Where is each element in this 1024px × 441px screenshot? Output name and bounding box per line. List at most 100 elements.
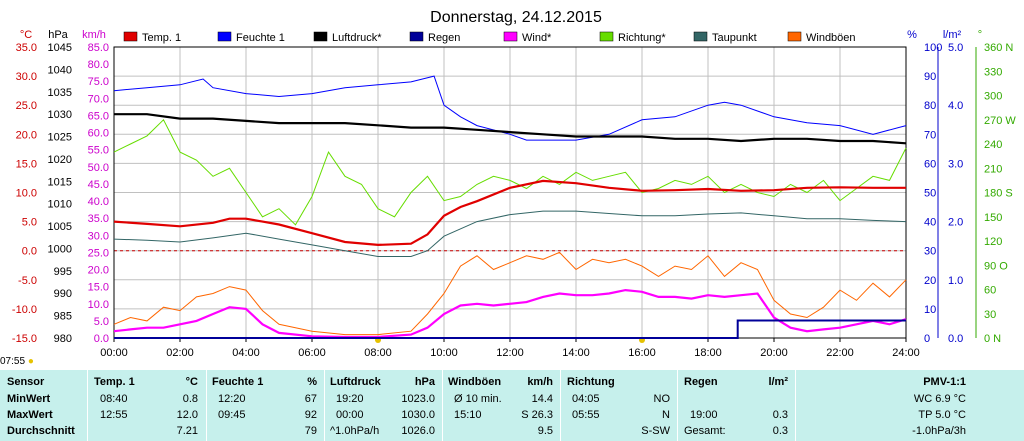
x-tick-label: 12:00 bbox=[496, 347, 524, 359]
header-luftdruck: Luftdruck bbox=[330, 376, 381, 388]
series-line bbox=[114, 319, 906, 339]
row-label-max: MaxWert bbox=[7, 409, 53, 421]
y-right-tick-label: 10 bbox=[924, 304, 936, 316]
legend-label: Wind* bbox=[522, 32, 552, 44]
y-left-tick-label: 55.0 bbox=[88, 145, 109, 157]
pmv-dewpoint: TP 5.0 °C bbox=[918, 409, 966, 421]
y-right-tick-label: 300 bbox=[984, 91, 1002, 103]
series-line bbox=[113, 118, 907, 226]
y-left-unit-label: hPa bbox=[48, 29, 68, 41]
y-right-tick-label: 360 N bbox=[984, 42, 1013, 54]
y-left-tick-label: 15.0 bbox=[16, 158, 37, 170]
legend-swatch bbox=[123, 31, 138, 42]
legend-label: Temp. 1 bbox=[142, 32, 181, 44]
legend-label: Windböen bbox=[806, 32, 856, 44]
x-tick-label: 20:00 bbox=[760, 347, 788, 359]
y-right-tick-label: 0 bbox=[924, 333, 930, 345]
luftdruck-min-time: 19:20 bbox=[336, 393, 364, 405]
y-right-tick-label: 4.0 bbox=[948, 100, 963, 112]
y-right-unit-label: % bbox=[907, 29, 917, 41]
y-left-tick-label: 5.0 bbox=[94, 316, 109, 328]
y-left-tick-label: 70.0 bbox=[88, 93, 109, 105]
y-right-tick-label: 80 bbox=[924, 100, 936, 112]
richtung-min-value: NO bbox=[653, 393, 671, 405]
temp-avg-value: 7.21 bbox=[176, 425, 198, 437]
windboen-min-label: Ø 10 min. bbox=[454, 393, 502, 405]
legend-swatch bbox=[313, 31, 328, 42]
y-left-tick-label: 25.0 bbox=[88, 247, 109, 259]
header-sensor: Sensor bbox=[7, 376, 45, 388]
x-tick-label: 22:00 bbox=[826, 347, 854, 359]
x-tick-label: 08:00 bbox=[364, 347, 392, 359]
y-left-tick-label: 35.0 bbox=[16, 42, 37, 54]
y-left-tick-label: 35.0 bbox=[88, 213, 109, 225]
y-right-tick-label: 20 bbox=[924, 275, 936, 287]
series-line bbox=[113, 288, 907, 339]
header-richtung: Richtung bbox=[567, 376, 615, 388]
chart-title: Donnerstag, 24.12.2015 bbox=[430, 9, 602, 26]
header-windboen-unit: km/h bbox=[527, 376, 553, 388]
x-tick-labels: 00:00 02:00 04:00 06:00 08:00 10:00 12:00 14:00… bbox=[100, 347, 920, 359]
temp-min-time: 08:40 bbox=[100, 393, 128, 405]
feuchte-max-value: 92 bbox=[304, 409, 317, 421]
windboen-min-value: 14.4 bbox=[531, 393, 553, 405]
y-left-tick-label: 50.0 bbox=[88, 162, 109, 174]
y-right-tick-label: 150 bbox=[984, 212, 1002, 224]
temp-min-value: 0.8 bbox=[182, 393, 198, 405]
feuchte-min-value: 67 bbox=[304, 393, 317, 405]
axes: 35.0 30.0 25.0 20.0 15.0 10.0 5.0 0.0 -5.0 -10.0 -… bbox=[12, 42, 1016, 345]
statistics-panel: Sensor MinWert MaxWert Durchschnitt Temp… bbox=[0, 370, 1024, 441]
y-right-tick-label: 120 bbox=[984, 236, 1002, 248]
y-left-tick-label: 75.0 bbox=[88, 76, 109, 88]
y-left-tick-label: 980 bbox=[54, 333, 72, 345]
legend-swatch bbox=[409, 31, 424, 42]
row-label-min: MinWert bbox=[7, 393, 51, 405]
y-left-tick-label: 65.0 bbox=[88, 110, 109, 122]
y-left-tick-label: 1030 bbox=[48, 109, 72, 121]
y-right-unit-label: l/m² bbox=[943, 29, 962, 41]
y-right-tick-label: 60 bbox=[984, 285, 996, 297]
time-marker-label: 07:55 bbox=[0, 356, 26, 367]
luftdruck-max-value: 1030.0 bbox=[401, 409, 435, 421]
legend-label: Regen bbox=[428, 32, 460, 44]
series-line bbox=[113, 210, 907, 257]
feuchte-avg-value: 79 bbox=[304, 425, 317, 437]
feuchte-min-time: 12:20 bbox=[218, 393, 246, 405]
y-right-tick-label: 0 N bbox=[984, 333, 1001, 345]
y-left-tick-label: -15.0 bbox=[12, 333, 37, 345]
y-left-tick-label: 1045 bbox=[48, 42, 72, 54]
x-tick-label: 06:00 bbox=[298, 347, 326, 359]
y-right-tick-label: 330 bbox=[984, 66, 1002, 78]
y-right-tick-label: 240 bbox=[984, 139, 1002, 151]
axis-unit-labels: °C hPa km/h% l/m² ° bbox=[20, 29, 982, 41]
y-left-tick-label: 1005 bbox=[48, 221, 72, 233]
y-right-tick-label: 90 bbox=[924, 71, 936, 83]
legend-label: Feuchte 1 bbox=[236, 32, 285, 44]
y-left-tick-label: 5.0 bbox=[22, 217, 37, 229]
y-right-tick-label: 0.0 bbox=[948, 333, 963, 345]
richtung-max-value: N bbox=[662, 409, 670, 421]
y-right-tick-label: 90 O bbox=[984, 260, 1008, 272]
row-label-avg: Durchschnitt bbox=[7, 425, 75, 437]
y-left-tick-label: 1015 bbox=[48, 176, 72, 188]
x-tick-label: 14:00 bbox=[562, 347, 590, 359]
windboen-max-time: 15:10 bbox=[454, 409, 482, 421]
regen-max-value: 0.3 bbox=[772, 409, 788, 421]
y-left-tick-label: -10.0 bbox=[12, 304, 37, 316]
y-left-tick-label: 20.0 bbox=[88, 265, 109, 277]
temp-max-time: 12:55 bbox=[100, 409, 128, 421]
regen-total-label: Gesamt: bbox=[684, 425, 726, 437]
luftdruck-max-time: 00:00 bbox=[336, 409, 364, 421]
legend-swatch bbox=[787, 31, 802, 42]
luftdruck-avg-value: 1026.0 bbox=[401, 425, 435, 437]
header-windboen: Windböen bbox=[448, 376, 502, 388]
legend-label: Taupunkt bbox=[712, 32, 757, 44]
time-marker: 07:55 ● bbox=[0, 356, 34, 367]
y-right-tick-label: 70 bbox=[924, 129, 936, 141]
y-right-tick-label: 5.0 bbox=[948, 42, 963, 54]
series-line bbox=[113, 179, 906, 247]
y-left-tick-label: 0.0 bbox=[22, 246, 37, 258]
time-marker-dot-icon: ● bbox=[27, 356, 34, 367]
y-left-unit-label: km/h bbox=[82, 29, 106, 41]
x-tick-label: 04:00 bbox=[232, 347, 260, 359]
